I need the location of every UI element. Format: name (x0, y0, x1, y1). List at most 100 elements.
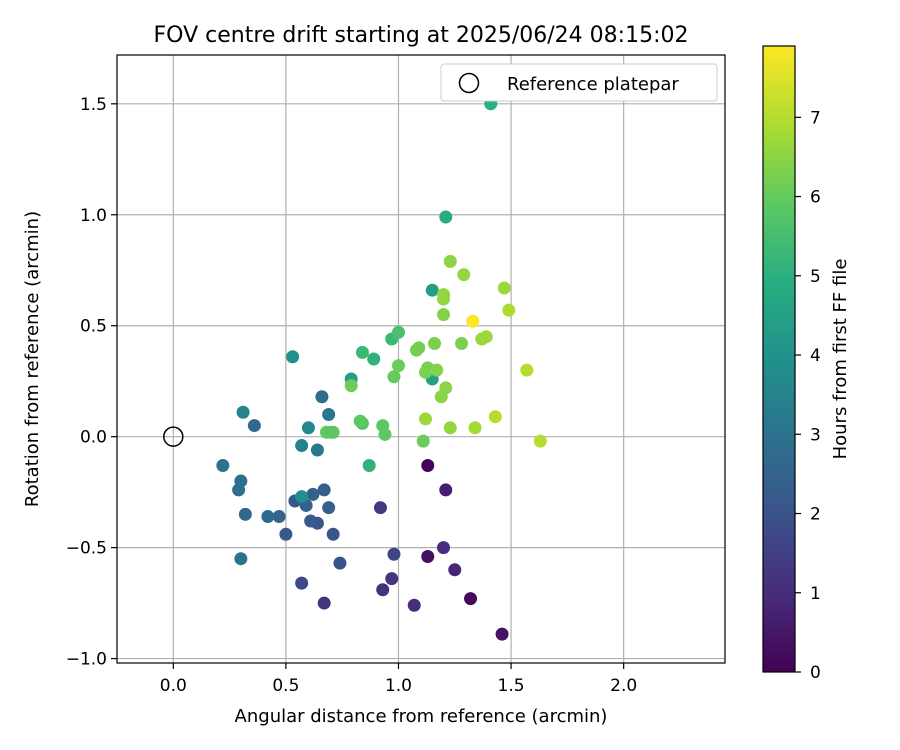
x-tick-label: 1.5 (498, 676, 525, 696)
x-axis-ticks: 0.0 0.5 1.0 1.5 2.0 (160, 663, 637, 696)
data-point (437, 288, 451, 302)
colorbar-tick-label: 4 (810, 346, 821, 366)
y-axis-ticks: −1.0 −0.5 0.0 0.5 1.0 1.5 (66, 95, 117, 670)
data-point (301, 421, 315, 435)
x-tick-label: 0.0 (160, 676, 187, 696)
y-tick-label: 1.5 (80, 95, 107, 115)
data-point (236, 405, 250, 419)
data-point (421, 459, 435, 473)
y-tick-label: −1.0 (66, 650, 107, 670)
colorbar-tick-label: 7 (810, 108, 821, 128)
colorbar-tick-label: 5 (810, 267, 821, 287)
data-points (216, 97, 547, 641)
x-axis-label: Angular distance from reference (arcmin) (235, 706, 608, 727)
data-point (391, 325, 405, 339)
data-point (344, 379, 358, 393)
legend: Reference platepar (440, 63, 718, 102)
data-point (391, 359, 405, 373)
data-point (437, 308, 451, 322)
colorbar-tick-label: 6 (810, 188, 821, 208)
grid (117, 55, 725, 663)
data-point (443, 254, 457, 268)
x-tick-label: 0.5 (272, 676, 299, 696)
data-point (367, 352, 381, 366)
data-point (317, 483, 331, 497)
data-point (457, 268, 471, 282)
data-point (419, 365, 433, 379)
data-point (333, 556, 347, 570)
y-tick-label: 0.5 (80, 317, 107, 337)
data-point (317, 596, 331, 610)
data-point (437, 541, 451, 555)
data-point (247, 419, 261, 433)
data-point (315, 390, 329, 404)
data-point (466, 314, 480, 328)
data-point (279, 527, 293, 541)
data-point (322, 501, 336, 515)
data-point (324, 425, 338, 439)
y-axis-label: Rotation from reference (arcmin) (22, 211, 43, 507)
data-point (355, 345, 369, 359)
legend-marker (458, 72, 480, 94)
chart-title: FOV centre drift starting at 2025/06/24 … (154, 23, 689, 48)
data-point (306, 487, 320, 501)
y-tick-label: −0.5 (66, 539, 107, 559)
data-point (479, 330, 493, 344)
plot-frame (116, 54, 726, 664)
data-point (353, 414, 367, 428)
data-point (373, 501, 387, 515)
data-point (304, 514, 318, 528)
data-point (468, 421, 482, 435)
data-point (234, 552, 248, 566)
colorbar-tick-label: 0 (810, 663, 821, 683)
legend-box (440, 63, 718, 102)
data-point (322, 407, 336, 421)
plot-area (117, 55, 725, 663)
data-point (295, 576, 309, 590)
data-point (385, 572, 399, 586)
y-tick-label: 0.0 (80, 428, 107, 448)
data-point (362, 459, 376, 473)
data-point (412, 341, 426, 355)
reference-point (163, 426, 184, 447)
data-point (488, 410, 502, 424)
data-point (419, 412, 433, 426)
colorbar-tick-label: 2 (810, 505, 821, 525)
y-tick-label: 1.0 (80, 206, 107, 226)
data-point (261, 510, 275, 524)
data-point (502, 303, 516, 317)
data-point (286, 350, 300, 364)
data-point (439, 381, 453, 395)
colorbar (762, 45, 796, 673)
data-point (416, 434, 430, 448)
legend-label: Reference platepar (507, 74, 679, 95)
data-point (439, 483, 453, 497)
data-point (464, 592, 478, 606)
data-point (421, 549, 435, 563)
data-point (428, 336, 442, 350)
x-tick-label: 2.0 (610, 676, 637, 696)
data-point (376, 583, 390, 597)
data-point (326, 527, 340, 541)
data-point (443, 421, 457, 435)
data-point (455, 336, 469, 350)
data-point (238, 507, 252, 521)
colorbar-ticks: 0 1 2 3 4 5 6 7 (795, 108, 821, 683)
data-point (533, 434, 547, 448)
data-point (216, 459, 230, 473)
data-point (232, 483, 246, 497)
colorbar-tick-label: 1 (810, 584, 821, 604)
colorbar-label: Hours from first FF file (830, 259, 851, 460)
data-point (295, 439, 309, 453)
data-point (430, 363, 444, 377)
data-point (497, 281, 511, 295)
data-point (439, 210, 453, 224)
data-point (272, 510, 286, 524)
data-point (310, 443, 324, 457)
data-point (378, 427, 392, 441)
data-point (448, 563, 462, 577)
data-point (387, 370, 401, 384)
data-point (407, 598, 421, 612)
colorbar-tick-label: 3 (810, 425, 821, 445)
